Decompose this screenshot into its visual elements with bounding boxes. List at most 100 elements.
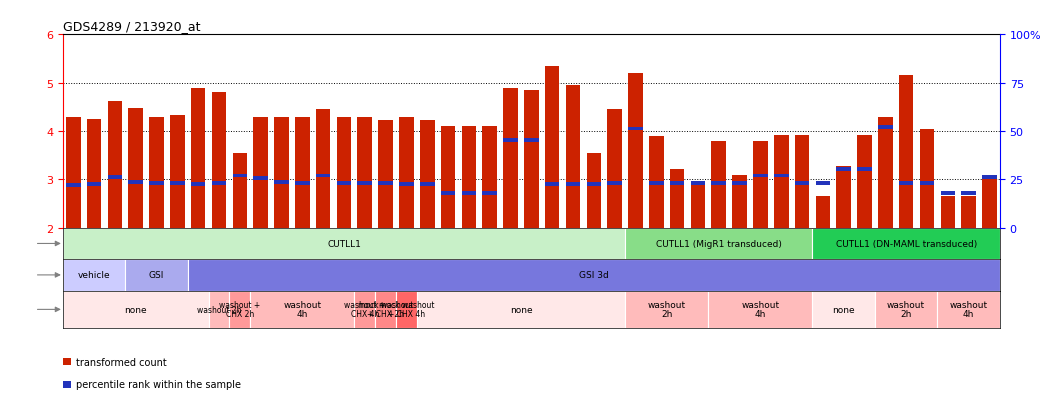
Bar xyxy=(670,182,685,186)
Bar xyxy=(337,118,351,228)
Text: washout +
CHX 4h: washout + CHX 4h xyxy=(344,301,385,318)
Bar xyxy=(63,228,625,259)
Bar xyxy=(625,291,709,328)
Bar xyxy=(420,183,435,187)
Bar xyxy=(816,182,830,186)
Bar xyxy=(232,153,247,228)
Text: CUTLL1: CUTLL1 xyxy=(327,240,361,248)
Text: washout
4h: washout 4h xyxy=(284,301,321,318)
Bar xyxy=(937,291,1000,328)
Bar xyxy=(565,86,580,228)
Bar xyxy=(732,182,747,186)
Bar xyxy=(774,174,788,178)
Bar xyxy=(66,184,81,188)
Bar xyxy=(108,102,122,228)
Bar xyxy=(795,182,809,186)
Bar xyxy=(899,76,913,228)
Bar xyxy=(274,180,289,184)
Bar xyxy=(607,110,622,228)
Bar xyxy=(812,228,1000,259)
Bar xyxy=(649,136,664,228)
Bar xyxy=(441,127,455,228)
Bar xyxy=(208,291,229,328)
Bar xyxy=(875,291,937,328)
Bar xyxy=(250,291,354,328)
Bar xyxy=(253,177,268,181)
Bar xyxy=(483,192,497,195)
Bar xyxy=(816,197,830,228)
Bar xyxy=(691,182,706,186)
Bar xyxy=(170,116,184,228)
Bar xyxy=(295,182,310,186)
Bar xyxy=(211,93,226,228)
Bar xyxy=(170,182,184,186)
Bar xyxy=(812,291,875,328)
Text: mock washout
+ CHX 2h: mock washout + CHX 2h xyxy=(358,301,414,318)
Bar xyxy=(919,129,934,228)
Text: vehicle: vehicle xyxy=(77,271,110,280)
Bar xyxy=(232,174,247,178)
Bar xyxy=(628,74,643,228)
Bar xyxy=(462,127,476,228)
Bar xyxy=(399,118,414,228)
Bar xyxy=(108,176,122,179)
Bar xyxy=(417,291,625,328)
Bar xyxy=(940,192,955,195)
Text: percentile rank within the sample: percentile rank within the sample xyxy=(76,380,242,389)
Bar xyxy=(857,135,872,228)
Bar xyxy=(483,127,497,228)
Bar xyxy=(670,169,685,228)
Bar xyxy=(961,192,976,195)
Text: mock washout
+ CHX 4h: mock washout + CHX 4h xyxy=(379,301,435,318)
Bar xyxy=(150,118,163,228)
Bar xyxy=(126,259,187,291)
Text: washout +
CHX 2h: washout + CHX 2h xyxy=(219,301,261,318)
Bar xyxy=(504,89,518,228)
Bar xyxy=(357,118,372,228)
Text: transformed count: transformed count xyxy=(76,357,168,367)
Bar xyxy=(878,118,893,228)
Bar xyxy=(625,228,812,259)
Bar xyxy=(732,175,747,228)
Bar xyxy=(187,259,1000,291)
Bar xyxy=(316,110,331,228)
Text: GSI: GSI xyxy=(149,271,164,280)
Bar xyxy=(649,182,664,186)
Text: none: none xyxy=(832,305,855,314)
Bar xyxy=(691,182,706,228)
Text: GSI 3d: GSI 3d xyxy=(579,271,608,280)
Bar xyxy=(940,197,955,228)
Bar xyxy=(229,291,250,328)
Bar xyxy=(191,183,205,187)
Text: washout
2h: washout 2h xyxy=(648,301,686,318)
Text: none: none xyxy=(125,305,147,314)
Bar xyxy=(295,118,310,228)
Bar xyxy=(899,182,913,186)
Bar xyxy=(857,167,872,171)
Bar xyxy=(753,141,767,228)
Bar xyxy=(586,183,601,187)
Bar xyxy=(399,183,414,187)
Bar xyxy=(774,135,788,228)
Bar xyxy=(837,166,851,228)
Bar xyxy=(66,118,81,228)
Bar xyxy=(396,291,417,328)
Bar xyxy=(795,135,809,228)
Bar xyxy=(982,176,997,179)
Bar xyxy=(961,197,976,228)
Bar xyxy=(544,183,559,187)
Bar xyxy=(504,138,518,142)
Bar xyxy=(544,66,559,228)
Bar xyxy=(129,109,143,228)
Bar xyxy=(712,182,726,186)
Text: CUTLL1 (DN-MAML transduced): CUTLL1 (DN-MAML transduced) xyxy=(836,240,977,248)
Bar xyxy=(919,182,934,186)
Bar xyxy=(753,174,767,178)
Bar xyxy=(253,118,268,228)
Bar xyxy=(63,259,126,291)
Bar xyxy=(525,90,538,228)
Bar xyxy=(316,174,331,178)
Bar xyxy=(462,192,476,195)
Text: GDS4289 / 213920_at: GDS4289 / 213920_at xyxy=(63,19,200,33)
Text: washout
4h: washout 4h xyxy=(950,301,987,318)
